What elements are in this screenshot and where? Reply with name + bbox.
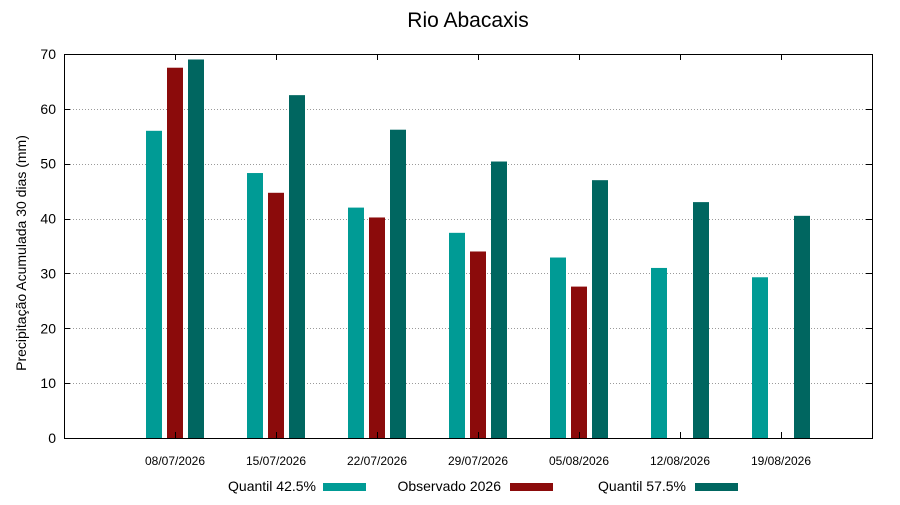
y-tick-label: 30 [40, 265, 56, 281]
bar-quantil-42-5 [550, 257, 566, 438]
bar-quantil-57-5 [390, 129, 406, 438]
bar-quantil-42-5 [651, 267, 667, 438]
y-tick-label: 70 [40, 46, 56, 62]
x-tick-label: 05/08/2026 [549, 454, 609, 468]
bar-quantil-57-5 [491, 161, 507, 438]
bar-quantil-42-5 [449, 232, 465, 438]
axes: 0 10 20 30 40 50 60 70 08/07/2026 15/07/2026 22/07… [40, 46, 872, 468]
legend-label: Quantil 57.5% [598, 478, 686, 494]
x-tick-label: 19/08/2026 [751, 454, 811, 468]
y-tick-label: 50 [40, 156, 56, 172]
x-tick-label: 08/07/2026 [145, 454, 205, 468]
bar-quantil-42-5 [146, 130, 162, 439]
y-axis-label: Precipitação Acumulada 30 dias (mm) [13, 135, 29, 371]
bars [146, 59, 810, 439]
grid [64, 109, 872, 384]
x-tick-label: 22/07/2026 [347, 454, 407, 468]
y-tick-label: 40 [40, 211, 56, 227]
legend-swatch [510, 483, 553, 491]
y-tick-label: 60 [40, 101, 56, 117]
bar-observado-2026 [268, 192, 284, 438]
bar-quantil-57-5 [794, 215, 810, 438]
plot-frame [64, 54, 873, 439]
x-tick-label: 15/07/2026 [246, 454, 306, 468]
y-tick-label: 10 [40, 375, 56, 391]
x-tick-label: 29/07/2026 [448, 454, 508, 468]
bar-quantil-57-5 [693, 202, 709, 438]
legend-label: Observado 2026 [397, 478, 501, 494]
legend: Quantil 42.5% Observado 2026 Quantil 57.5% [228, 478, 738, 494]
bar-observado-2026 [571, 286, 587, 438]
bar-observado-2026 [470, 251, 486, 438]
legend-swatch [323, 483, 366, 491]
bar-observado-2026 [167, 67, 183, 438]
legend-label: Quantil 42.5% [228, 478, 316, 494]
bar-quantil-57-5 [592, 180, 608, 438]
y-tick-label: 20 [40, 320, 56, 336]
bar-quantil-57-5 [289, 95, 305, 439]
x-tick-label: 12/08/2026 [650, 454, 710, 468]
bar-quantil-57-5 [188, 59, 204, 438]
bar-quantil-42-5 [247, 173, 263, 439]
y-tick-label: 0 [48, 430, 56, 446]
bar-quantil-42-5 [752, 277, 768, 438]
bar-quantil-42-5 [348, 207, 364, 438]
chart-title: Rio Abacaxis [407, 9, 528, 32]
bar-observado-2026 [369, 217, 385, 438]
legend-swatch [695, 483, 738, 491]
